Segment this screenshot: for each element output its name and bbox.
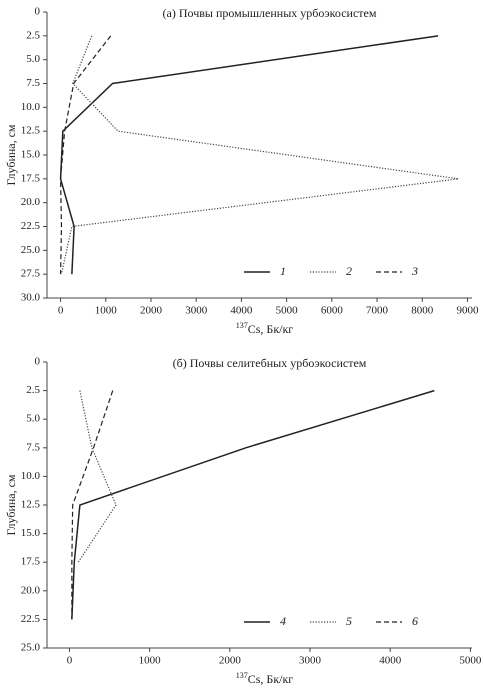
legend-label: 2 <box>346 264 352 278</box>
series-line <box>77 390 117 563</box>
y-tick-label: 7.5 <box>26 77 40 89</box>
series-line <box>60 35 459 275</box>
series-line <box>59 35 112 275</box>
y-tick-label: 15.0 <box>21 527 41 539</box>
legend-label: 5 <box>346 614 352 628</box>
x-tick-label: 8000 <box>411 305 434 317</box>
x-axis-label: 137Cs, Бк/кг <box>236 671 294 686</box>
x-axis-label-text: Cs, Бк/кг <box>248 672 294 686</box>
y-tick-label: 12.5 <box>21 499 41 511</box>
y-tick-label: 30.0 <box>21 292 41 304</box>
legend-label: 1 <box>280 264 286 278</box>
y-axis-label: Глубина, см <box>4 474 18 535</box>
legend-label: 3 <box>411 264 418 278</box>
x-tick-label: 5000 <box>459 655 482 667</box>
x-tick-label: 1000 <box>95 305 118 317</box>
x-tick-label: 2000 <box>219 655 242 667</box>
series-line <box>71 390 114 620</box>
legend-label: 4 <box>280 614 286 628</box>
y-tick-label: 5.0 <box>26 53 40 65</box>
y-tick-label: 17.5 <box>21 172 41 184</box>
x-tick-label: 9000 <box>456 305 479 317</box>
y-tick-label: 25.0 <box>21 244 41 256</box>
y-tick-label: 22.5 <box>21 220 41 232</box>
x-tick-label: 7000 <box>366 305 389 317</box>
chart-title: (б) Почвы селитебных урбоэкосистем <box>173 356 367 370</box>
y-tick-label: 15.0 <box>21 149 41 161</box>
y-tick-label: 0 <box>35 356 41 368</box>
y-tick-label: 12.5 <box>21 125 41 137</box>
chart-title: (а) Почвы промышленных урбоэкосистем <box>163 6 377 20</box>
x-axis-label: 137Cs, Бк/кг <box>236 321 294 336</box>
y-tick-label: 10.0 <box>21 470 41 482</box>
y-tick-label: 20.0 <box>21 584 41 596</box>
x-tick-label: 3000 <box>299 655 322 667</box>
x-axis-label-sup: 137 <box>236 321 248 330</box>
y-tick-label: 0 <box>35 6 41 18</box>
y-tick-label: 22.5 <box>21 613 41 625</box>
x-tick-label: 0 <box>58 305 64 317</box>
x-axis-label-sup: 137 <box>236 671 248 680</box>
y-tick-label: 17.5 <box>21 556 41 568</box>
x-tick-label: 5000 <box>276 305 299 317</box>
y-tick-label: 5.0 <box>26 413 40 425</box>
x-tick-label: 2000 <box>140 305 163 317</box>
y-tick-label: 2.5 <box>26 29 40 41</box>
y-tick-label: 27.5 <box>21 268 41 280</box>
y-tick-label: 7.5 <box>26 441 40 453</box>
series-line <box>59 35 439 275</box>
y-tick-label: 10.0 <box>21 101 41 113</box>
x-tick-label: 1000 <box>139 655 162 667</box>
x-tick-label: 0 <box>67 655 73 667</box>
x-tick-label: 6000 <box>321 305 344 317</box>
x-tick-label: 3000 <box>185 305 208 317</box>
x-axis-label-text: Cs, Бк/кг <box>248 322 294 336</box>
y-tick-label: 20.0 <box>21 196 41 208</box>
y-tick-label: 25.0 <box>21 642 41 654</box>
legend-label: 6 <box>412 614 418 628</box>
series-line <box>71 389 435 620</box>
y-axis-label: Глубина, см <box>4 124 18 185</box>
x-tick-label: 4000 <box>379 655 402 667</box>
x-tick-label: 4000 <box>230 305 253 317</box>
y-tick-label: 2.5 <box>26 384 40 396</box>
